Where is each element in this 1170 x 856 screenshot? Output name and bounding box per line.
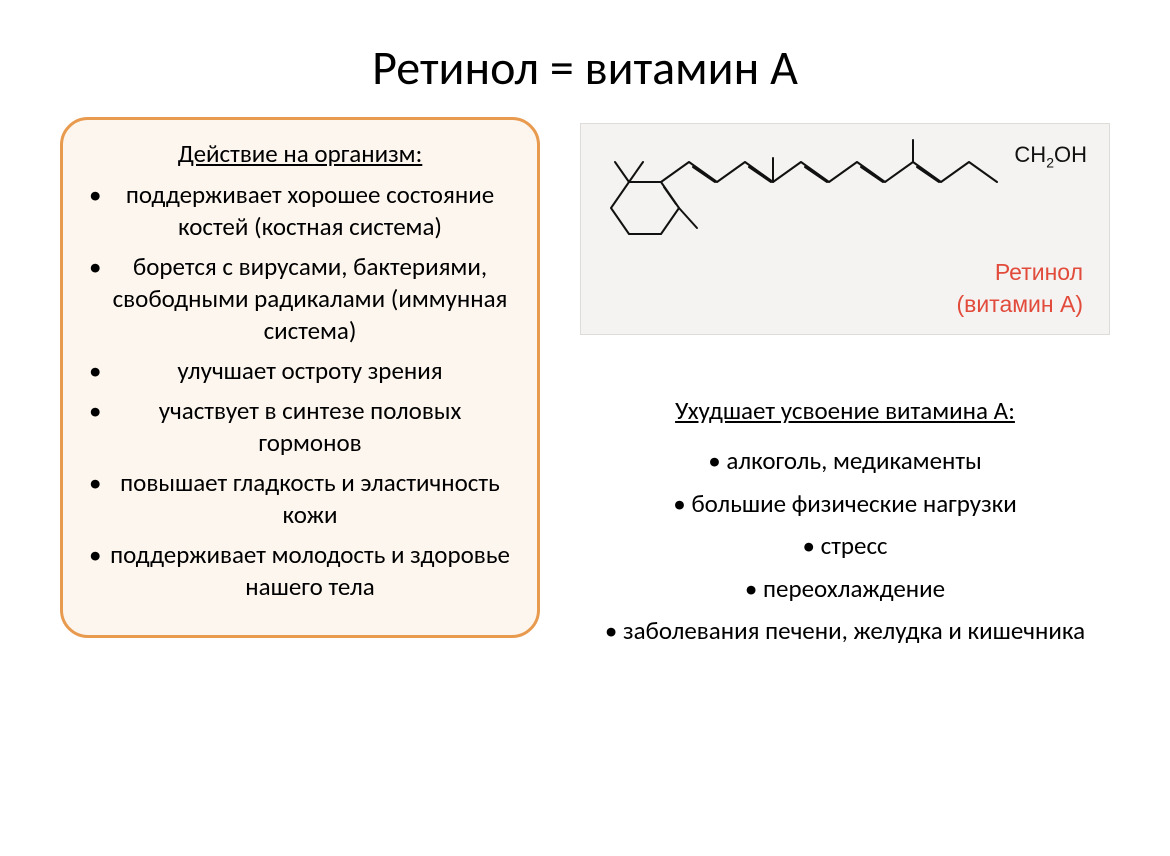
content-row: Действие на организм: поддерживает хорош… bbox=[0, 117, 1170, 653]
list-item: поддерживает хорошее состояние костей (к… bbox=[83, 179, 517, 243]
end-group-label: CH2OH bbox=[1014, 142, 1087, 170]
effects-list: поддерживает хорошее состояние костей (к… bbox=[83, 179, 517, 603]
effects-header: Действие на организм: bbox=[83, 138, 517, 169]
list-item: поддерживает молодость и здоровье нашего… bbox=[83, 539, 517, 603]
formula-caption: Ретинол (витамин А) bbox=[589, 252, 1101, 320]
impairments-list: алкоголь, медикаменты большие физические… bbox=[580, 440, 1110, 653]
list-item: стресс bbox=[580, 525, 1110, 568]
formula-caption-line2: (витамин А) bbox=[956, 291, 1083, 317]
effects-box: Действие на организм: поддерживает хорош… bbox=[60, 117, 540, 638]
formula-caption-line1: Ретинол bbox=[995, 259, 1083, 285]
list-item: заболевания печени, желудка и кишечника bbox=[580, 610, 1110, 653]
list-item: улучшает остроту зрения bbox=[83, 355, 517, 387]
page-title: Ретинол = витамин А bbox=[0, 0, 1170, 117]
list-item: повышает гладкость и эластичность кожи bbox=[83, 467, 517, 531]
list-item: участвует в синтезе половых гормонов bbox=[83, 395, 517, 459]
list-item: борется с вирусами, бактериями, свободны… bbox=[83, 251, 517, 347]
list-item: переохлаждение bbox=[580, 568, 1110, 611]
chemical-formula-panel: CH2OH Ретинол (витамин А) bbox=[580, 123, 1110, 335]
left-column: Действие на организм: поддерживает хорош… bbox=[60, 117, 540, 653]
right-column: CH2OH Ретинол (витамин А) Ухудшает усвое… bbox=[580, 117, 1110, 653]
list-item: большие физические нагрузки bbox=[580, 483, 1110, 526]
list-item: алкоголь, медикаменты bbox=[580, 440, 1110, 483]
impairments-header: Ухудшает усвоение витамина А: bbox=[580, 395, 1110, 426]
